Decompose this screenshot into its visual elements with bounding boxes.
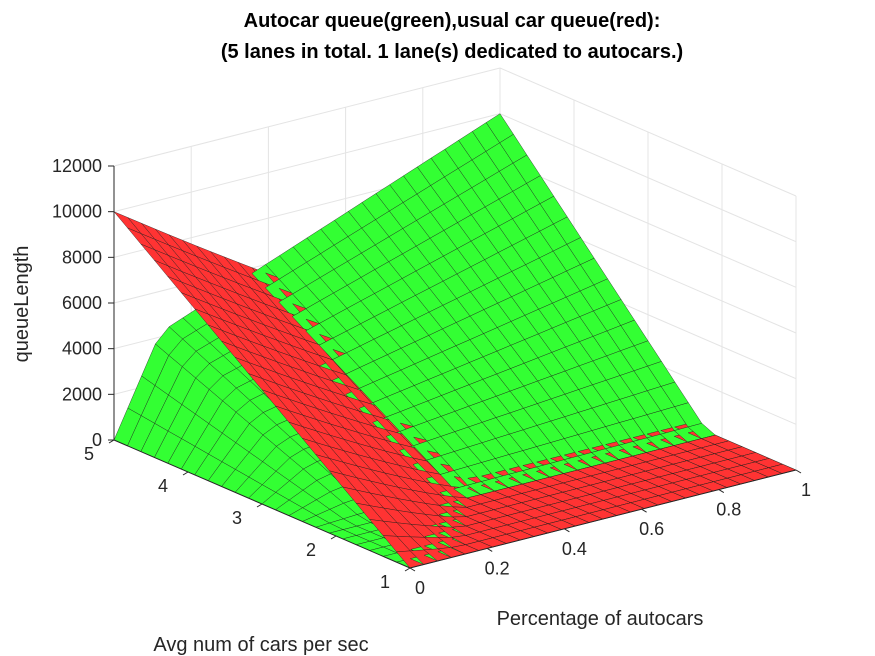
y-tick-mark <box>182 471 189 476</box>
z-tick-label: 4000 <box>62 339 102 359</box>
y-axis-label: Avg num of cars per sec <box>153 634 368 656</box>
axes <box>108 165 802 572</box>
x-tick-label: 1 <box>801 480 811 500</box>
y-tick-label: 4 <box>158 476 168 496</box>
x-tick-mark <box>486 547 493 552</box>
x-tick-mark <box>641 508 647 513</box>
y-tick-label: 5 <box>84 444 94 464</box>
z-tick-label: 2000 <box>62 384 102 404</box>
tick-labels: 00.20.40.60.8112345020004000600080001000… <box>52 156 811 598</box>
z-tick-label: 8000 <box>62 247 102 267</box>
y-tick-mark <box>404 567 411 572</box>
grid-line <box>113 67 501 167</box>
x-tick-label: 0.8 <box>716 500 741 520</box>
z-axis-label: queueLength <box>11 246 33 363</box>
chart-title-line-2: (5 lanes in total. 1 lane(s) dedicated t… <box>221 41 683 63</box>
x-tick-label: 0 <box>415 578 425 598</box>
z-tick-label: 12000 <box>52 156 102 176</box>
y-tick-label: 1 <box>380 572 390 592</box>
x-tick-mark <box>718 489 725 494</box>
x-tick-mark <box>409 567 416 572</box>
y-tick-label: 3 <box>232 508 242 528</box>
z-tick-label: 6000 <box>62 293 102 313</box>
x-tick-label: 0.4 <box>562 539 587 559</box>
x-tick-mark <box>564 528 570 533</box>
y-tick-mark <box>330 535 337 540</box>
y-tick-mark <box>256 503 263 508</box>
z-tick-label: 10000 <box>52 202 102 222</box>
x-tick-label: 0.2 <box>485 558 510 578</box>
x-axis-label: Percentage of autocars <box>497 608 704 630</box>
grid-line <box>113 113 501 213</box>
z-tick-label: 0 <box>92 430 102 450</box>
chart-title-line-1: Autocar queue(green),usual car queue(red… <box>244 10 661 32</box>
surface-mesh <box>113 113 797 569</box>
y-tick-label: 2 <box>306 540 316 560</box>
x-axis-line <box>409 469 797 569</box>
x-tick-label: 0.6 <box>639 519 664 539</box>
x-tick-mark <box>795 469 802 474</box>
